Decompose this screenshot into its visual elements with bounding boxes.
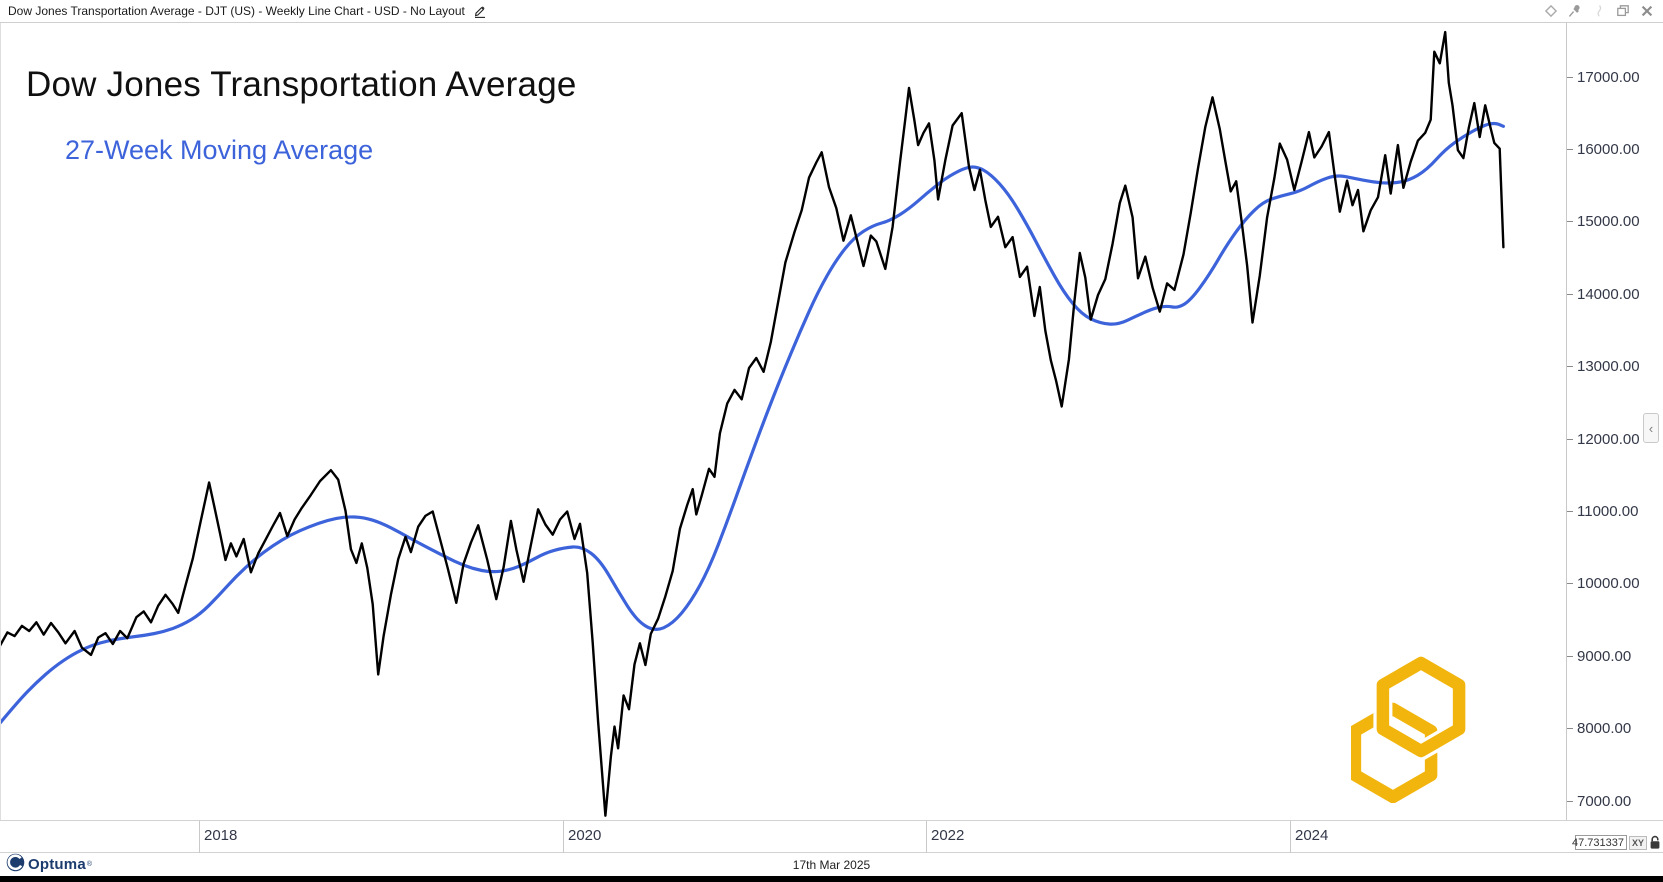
price-axis[interactable]: 17000.00 16000.00 15000.00 14000.00 13000.00…	[1566, 23, 1663, 853]
tick-dash	[1567, 221, 1573, 223]
moving-average-line	[1, 121, 1505, 725]
diamond-icon[interactable]	[1543, 3, 1559, 19]
price-axis-tick: 12000.00	[1567, 430, 1640, 448]
date-axis-tick	[199, 821, 200, 853]
date-axis-label: 2020	[568, 827, 602, 844]
date-axis-label: 2024	[1295, 827, 1329, 844]
price-axis-label: 15000.00	[1577, 213, 1640, 231]
collapse-panel-chevron[interactable]: ‹	[1643, 413, 1659, 443]
tick-dash	[1567, 511, 1573, 512]
date-axis-label: 2022	[931, 827, 965, 844]
selection-status-box: 47.731337 XY	[1572, 834, 1661, 851]
link-icon[interactable]	[1591, 3, 1607, 19]
date-axis-tick	[926, 821, 927, 853]
date-axis-tick	[563, 821, 564, 853]
restore-icon[interactable]	[1615, 3, 1631, 19]
date-axis[interactable]: 2018 2020 2022 2024	[0, 820, 1663, 853]
tick-dash	[1567, 800, 1573, 802]
optuma-logo-icon	[6, 853, 25, 877]
price-axis-tick: 9000.00	[1567, 647, 1632, 665]
tick-dash	[1567, 76, 1573, 78]
brand-trademark: ®	[86, 861, 93, 868]
lock-icon[interactable]	[1649, 835, 1661, 850]
price-axis-label: 8000.00	[1577, 720, 1632, 738]
price-axis-label: 12000.00	[1577, 430, 1640, 448]
chevron-left-icon: ‹	[1648, 420, 1654, 436]
tick-dash	[1567, 728, 1573, 730]
ma-legend-label: 27-Week Moving Average	[65, 135, 374, 165]
tick-dash	[1567, 148, 1573, 150]
xy-mode-label[interactable]: XY	[1629, 835, 1648, 850]
tick-dash	[1567, 583, 1573, 585]
brand-wordmark: Optuma	[28, 856, 86, 873]
date-axis-tick	[1290, 821, 1291, 853]
window-bottom-edge	[0, 876, 1663, 882]
chart-pane[interactable]: Dow Jones Transportation Average 27-Week…	[0, 23, 1566, 820]
edit-title-pencil-icon[interactable]	[472, 4, 487, 19]
price-axis-tick: 10000.00	[1567, 575, 1640, 593]
tick-dash	[1567, 366, 1573, 368]
pin-icon[interactable]	[1567, 3, 1583, 19]
price-axis-label: 16000.00	[1577, 140, 1640, 158]
price-axis-tick: 13000.00	[1567, 358, 1640, 376]
price-axis-label: 7000.00	[1577, 792, 1632, 810]
tick-dash	[1567, 655, 1573, 657]
window-title: Dow Jones Transportation Average - DJT (…	[8, 4, 465, 18]
price-axis-tick: 8000.00	[1567, 720, 1632, 738]
selection-value-field[interactable]: 47.731337	[1572, 835, 1627, 850]
price-axis-tick: 11000.00	[1567, 503, 1639, 520]
bottom-bar: Optuma ® 17th Mar 2025	[0, 853, 1663, 876]
date-axis-label: 2018	[204, 827, 238, 844]
price-plot[interactable]	[1, 23, 1567, 820]
optuma-watermark-logo	[1348, 653, 1469, 808]
page-title: Dow Jones Transportation Average	[26, 65, 577, 104]
price-axis-label: 14000.00	[1577, 285, 1640, 303]
last-bar-date-label: 17th Mar 2025	[792, 857, 871, 872]
price-axis-label: 13000.00	[1577, 358, 1640, 376]
price-axis-tick: 17000.00	[1567, 68, 1640, 86]
price-axis-tick: 15000.00	[1567, 213, 1640, 231]
price-axis-tick: 14000.00	[1567, 285, 1640, 303]
close-icon[interactable]	[1639, 3, 1655, 19]
price-axis-tick: 7000.00	[1567, 792, 1632, 810]
price-axis-label: 9000.00	[1577, 647, 1632, 665]
chart-titlebar: Dow Jones Transportation Average - DJT (…	[0, 0, 1663, 23]
tick-dash	[1567, 293, 1573, 295]
price-axis-tick: 16000.00	[1567, 140, 1640, 158]
optuma-brand: Optuma ®	[0, 853, 92, 877]
price-line	[1, 30, 1505, 817]
price-axis-label: 17000.00	[1577, 68, 1640, 86]
price-axis-label: 11000.00	[1577, 503, 1639, 520]
tick-dash	[1567, 438, 1573, 440]
price-axis-label: 10000.00	[1577, 575, 1640, 593]
